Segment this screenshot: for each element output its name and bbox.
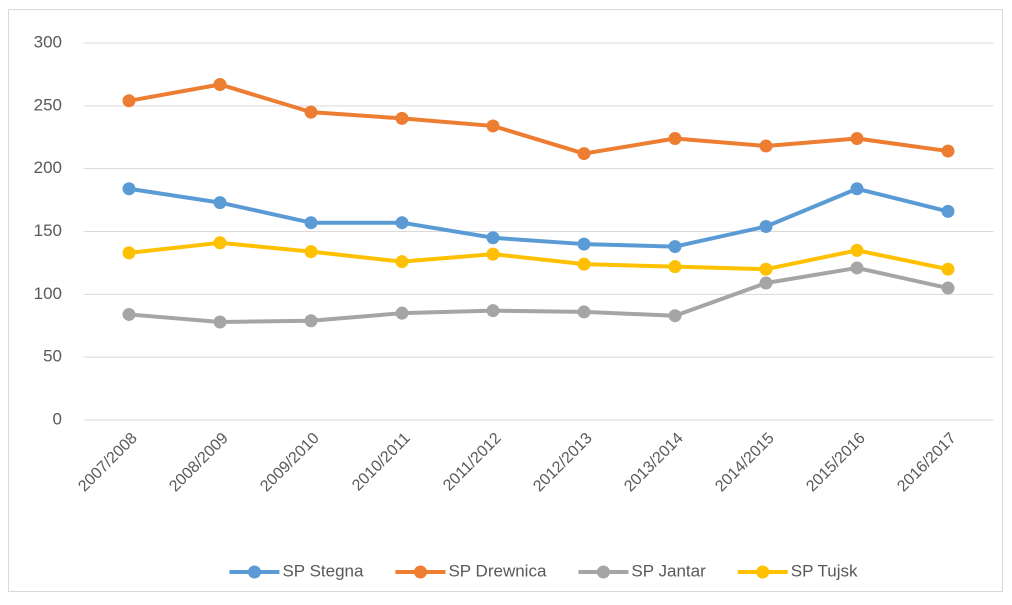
data-point xyxy=(395,111,409,125)
data-point xyxy=(486,119,500,133)
data-point xyxy=(304,314,318,328)
data-point xyxy=(759,262,773,276)
data-point xyxy=(122,307,136,321)
data-point xyxy=(668,132,682,146)
y-tick-label: 300 xyxy=(34,32,62,51)
chart-frame xyxy=(8,9,1003,592)
data-point xyxy=(850,182,864,196)
data-point xyxy=(486,231,500,245)
data-point xyxy=(122,94,136,108)
series-line xyxy=(128,82,949,156)
data-point xyxy=(668,260,682,274)
legend-label: SP Jantar xyxy=(631,561,706,580)
data-point xyxy=(213,315,227,329)
series-line xyxy=(128,240,949,272)
data-point xyxy=(122,246,136,260)
y-tick-label: 200 xyxy=(34,158,62,177)
data-point xyxy=(122,182,136,196)
legend-marker xyxy=(596,565,610,579)
data-point xyxy=(668,240,682,254)
data-point xyxy=(759,139,773,153)
legend-label: SP Stegna xyxy=(282,561,364,580)
data-point xyxy=(577,147,591,161)
data-point xyxy=(213,196,227,210)
data-point xyxy=(941,144,955,158)
data-point xyxy=(304,216,318,230)
data-point xyxy=(577,257,591,271)
data-point xyxy=(213,77,227,91)
data-point xyxy=(941,204,955,218)
y-tick-label: 100 xyxy=(34,284,62,303)
data-point xyxy=(759,276,773,290)
data-point xyxy=(759,219,773,233)
data-point xyxy=(395,216,409,230)
data-point xyxy=(577,237,591,251)
y-tick-label: 50 xyxy=(43,347,62,366)
data-point xyxy=(850,261,864,275)
legend-marker xyxy=(247,565,261,579)
y-tick-label: 0 xyxy=(53,409,62,428)
legend-marker xyxy=(756,565,770,579)
data-point xyxy=(486,247,500,261)
series-line xyxy=(128,265,949,324)
legend: SP Stegna SP Drewnica SP Jantar SP Tujsk xyxy=(229,561,858,580)
y-tick-label: 150 xyxy=(34,221,62,240)
data-point xyxy=(304,105,318,119)
data-point xyxy=(577,305,591,319)
data-point xyxy=(850,243,864,257)
data-point xyxy=(395,306,409,320)
legend-marker xyxy=(413,565,427,579)
data-point xyxy=(941,281,955,295)
data-point xyxy=(304,245,318,259)
data-point xyxy=(213,236,227,250)
y-tick-label: 250 xyxy=(34,95,62,114)
data-point xyxy=(941,262,955,276)
data-point xyxy=(395,255,409,269)
legend-label: SP Drewnica xyxy=(448,561,546,580)
data-point xyxy=(668,309,682,323)
data-point xyxy=(486,304,500,318)
legend-label: SP Tujsk xyxy=(791,561,858,580)
series-line xyxy=(128,186,949,249)
data-point xyxy=(850,132,864,146)
